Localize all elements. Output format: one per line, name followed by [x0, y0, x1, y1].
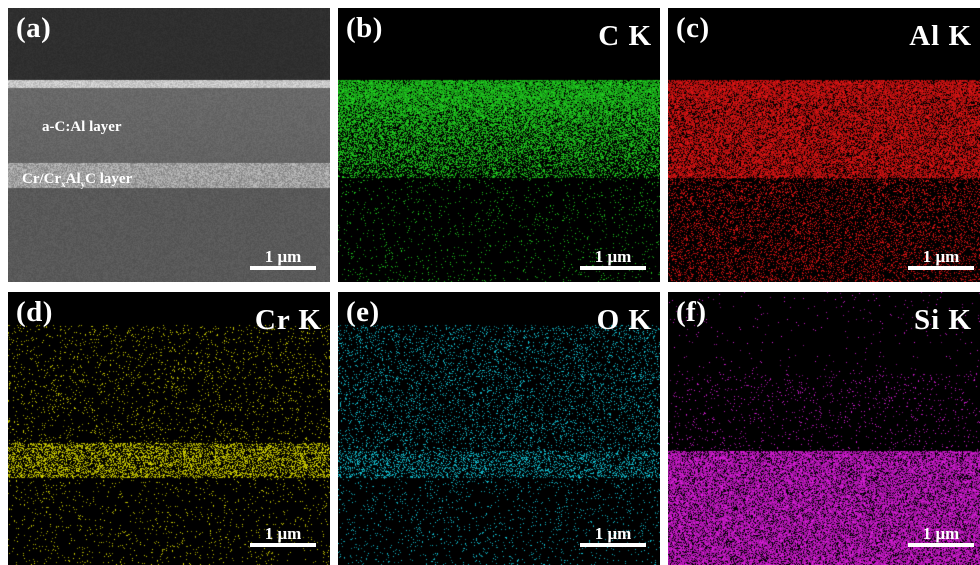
element-label-c: C K: [598, 20, 652, 52]
panel-label-a: (a): [16, 12, 52, 44]
layer-label-top: a-C:Al layer: [42, 119, 122, 135]
element-label-al: Al K: [909, 20, 972, 52]
scale-bar-label: 1 μm: [922, 247, 960, 266]
panel-label-e: (e): [346, 296, 380, 328]
eds-map-carbon: (b) C K 1 μm: [338, 8, 660, 282]
eds-map-silicon: (f) Si K 1 μm: [668, 292, 980, 565]
element-label-o: O K: [596, 304, 652, 336]
chromium-map-image: [8, 292, 330, 565]
scale-bar-d: 1 μm: [250, 525, 316, 547]
oxygen-map-image: [338, 292, 660, 565]
carbon-map-image: [338, 8, 660, 282]
eds-map-oxygen: (e) O K 1 μm: [338, 292, 660, 565]
aluminum-map-image: [668, 8, 980, 282]
element-label-si: Si K: [914, 304, 972, 336]
panel-label-c: (c): [676, 12, 710, 44]
scale-bar-label: 1 μm: [264, 247, 302, 266]
scale-bar-a: 1 μm: [250, 248, 316, 270]
scale-bar-b: 1 μm: [580, 248, 646, 270]
eds-map-chromium: (d) Cr K 1 μm: [8, 292, 330, 565]
eds-map-aluminum: (c) Al K 1 μm: [668, 8, 980, 282]
panel-label-f: (f): [676, 296, 707, 328]
panel-label-b: (b): [346, 12, 383, 44]
scale-bar-label: 1 μm: [594, 524, 632, 543]
layer-label-bottom: Cr/CrxAlyC layer: [22, 171, 133, 189]
sem-image-panel: (a) a-C:Al layer Cr/CrxAlyC layer 1 μm: [8, 8, 330, 282]
scale-bar-c: 1 μm: [908, 248, 974, 270]
scale-bar-f: 1 μm: [908, 525, 974, 547]
scale-bar-e: 1 μm: [580, 525, 646, 547]
panel-label-d: (d): [16, 296, 53, 328]
element-label-cr: Cr K: [254, 304, 322, 336]
scale-bar-label: 1 μm: [922, 524, 960, 543]
scale-bar-label: 1 μm: [594, 247, 632, 266]
silicon-map-image: [668, 292, 980, 565]
scale-bar-label: 1 μm: [264, 524, 302, 543]
sem-cross-section-image: [8, 8, 330, 282]
